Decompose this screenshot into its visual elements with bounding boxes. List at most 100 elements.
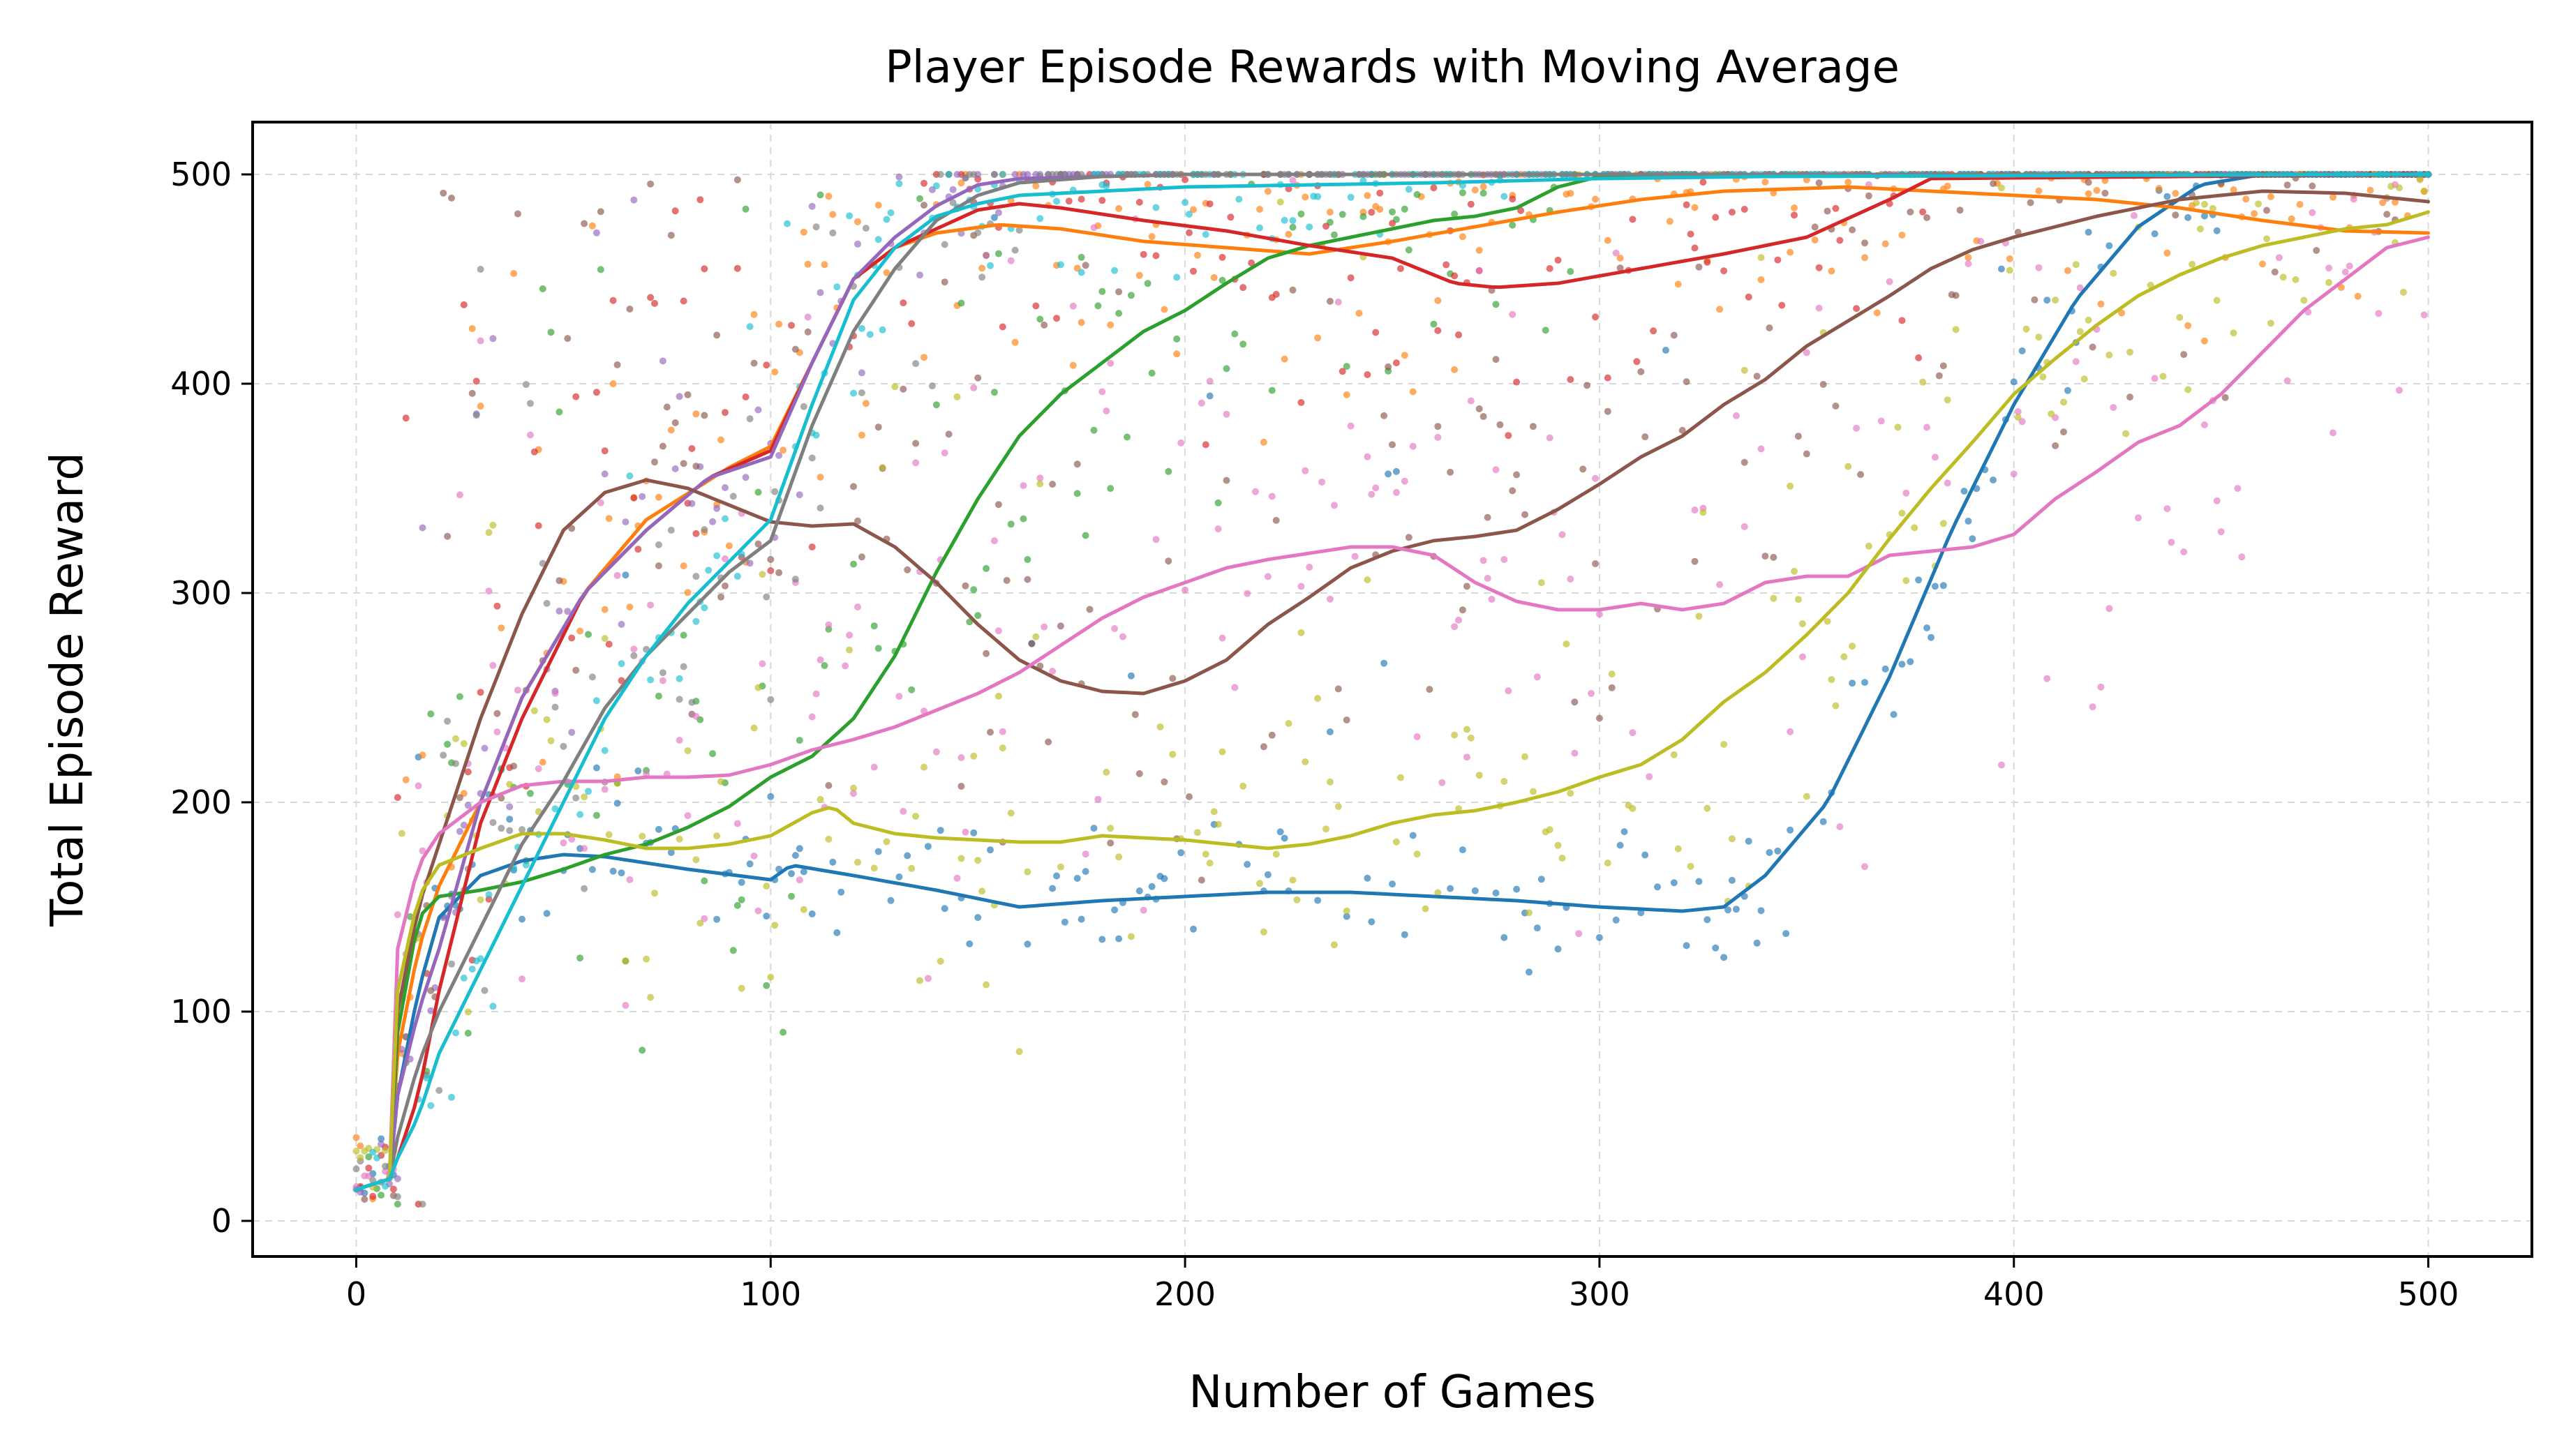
episode-point bbox=[713, 552, 721, 560]
episode-point bbox=[1798, 620, 1806, 628]
episode-point bbox=[369, 1192, 377, 1200]
episode-point bbox=[2105, 242, 2113, 250]
moving-average-line-9 bbox=[355, 210, 2430, 1192]
episode-point bbox=[680, 663, 687, 670]
episode-point bbox=[481, 986, 489, 994]
episode-point bbox=[489, 335, 497, 343]
episode-point bbox=[448, 194, 455, 202]
episode-point bbox=[1637, 368, 1645, 375]
episode-point bbox=[2325, 264, 2332, 272]
moving-average-line-2 bbox=[355, 185, 2430, 1192]
episode-point bbox=[1612, 916, 1620, 924]
episode-point bbox=[2300, 297, 2308, 304]
episode-point bbox=[1537, 579, 1545, 587]
episode-point bbox=[676, 737, 683, 744]
episode-point bbox=[1778, 301, 1786, 309]
chart-title: Player Episode Rewards with Moving Avera… bbox=[885, 42, 1900, 93]
episode-point bbox=[705, 566, 713, 574]
episode-point bbox=[780, 1028, 787, 1036]
episode-point bbox=[1036, 480, 1044, 488]
episode-point bbox=[647, 676, 655, 684]
episode-point bbox=[2085, 228, 2092, 236]
episode-point bbox=[1322, 223, 1329, 230]
episode-point bbox=[1214, 499, 1222, 506]
episode-point bbox=[2283, 377, 2291, 384]
episode-point bbox=[1695, 878, 1703, 885]
episode-point bbox=[2039, 373, 2047, 381]
episode-point bbox=[655, 692, 662, 700]
episode-point bbox=[1289, 876, 1297, 884]
episode-point bbox=[1124, 433, 1131, 441]
episode-point bbox=[858, 389, 865, 396]
episode-point bbox=[1330, 941, 1338, 949]
episode-point bbox=[900, 299, 907, 307]
scatter-layer bbox=[352, 171, 2432, 1208]
episode-point bbox=[1595, 933, 1603, 941]
episode-point bbox=[592, 389, 600, 396]
episode-point bbox=[1385, 363, 1392, 370]
episode-point bbox=[2089, 343, 2096, 351]
episode-point bbox=[916, 271, 923, 279]
episode-point bbox=[1177, 849, 1185, 857]
episode-point bbox=[999, 323, 1006, 331]
episode-point bbox=[444, 717, 452, 725]
episode-point bbox=[1090, 426, 1098, 434]
episode-point bbox=[1592, 195, 1599, 203]
episode-point bbox=[788, 322, 795, 329]
episode-point bbox=[1500, 933, 1508, 941]
episode-point bbox=[999, 171, 1006, 178]
episode-point bbox=[1086, 606, 1094, 613]
episode-point bbox=[1791, 567, 1798, 575]
episode-point bbox=[1451, 366, 1459, 373]
episode-point bbox=[1041, 321, 1048, 329]
episode-point bbox=[1791, 204, 1798, 211]
episode-point bbox=[2076, 328, 2084, 336]
episode-point bbox=[717, 436, 724, 444]
episode-point bbox=[850, 790, 857, 797]
episode-point bbox=[1007, 520, 1015, 528]
episode-point bbox=[1533, 673, 1541, 681]
episode-point bbox=[1546, 826, 1553, 834]
episode-point bbox=[1704, 804, 1711, 812]
episode-point bbox=[2126, 348, 2133, 356]
episode-point bbox=[1604, 237, 1611, 244]
episode-point bbox=[920, 179, 927, 187]
episode-point bbox=[489, 1003, 497, 1010]
episode-point bbox=[1774, 847, 1782, 855]
episode-point bbox=[2267, 320, 2274, 327]
episode-point bbox=[1289, 286, 1297, 294]
episode-point bbox=[692, 410, 700, 418]
episode-point bbox=[1923, 423, 1930, 431]
episode-point bbox=[352, 1134, 360, 1141]
episode-point bbox=[440, 751, 447, 759]
episode-point bbox=[862, 225, 870, 232]
episode-point bbox=[1103, 768, 1110, 776]
episode-point bbox=[1455, 331, 1462, 338]
episode-point bbox=[2263, 235, 2270, 243]
episode-point bbox=[680, 631, 687, 639]
episode-point bbox=[800, 403, 807, 410]
episode-point bbox=[1347, 193, 1355, 201]
episode-point bbox=[817, 795, 824, 803]
episode-point bbox=[448, 1093, 455, 1101]
episode-point bbox=[535, 765, 542, 772]
episode-point bbox=[1558, 531, 1566, 539]
episode-point bbox=[763, 982, 770, 989]
episode-point bbox=[1890, 711, 1898, 719]
episode-point bbox=[1902, 577, 1910, 585]
episode-point bbox=[1359, 213, 1367, 220]
episode-point bbox=[1306, 223, 1313, 231]
episode-point bbox=[647, 294, 655, 301]
episode-point bbox=[1272, 516, 1280, 524]
episode-point bbox=[1438, 779, 1446, 786]
episode-point bbox=[601, 470, 609, 478]
episode-point bbox=[2200, 337, 2208, 345]
episode-point bbox=[870, 763, 878, 771]
y-tick-label: 500 bbox=[170, 156, 232, 193]
episode-point bbox=[833, 929, 841, 936]
episode-point bbox=[846, 646, 854, 654]
episode-point bbox=[1791, 211, 1798, 219]
episode-point bbox=[1898, 661, 1906, 668]
episode-point bbox=[1484, 513, 1491, 521]
episode-point bbox=[2396, 184, 2403, 192]
